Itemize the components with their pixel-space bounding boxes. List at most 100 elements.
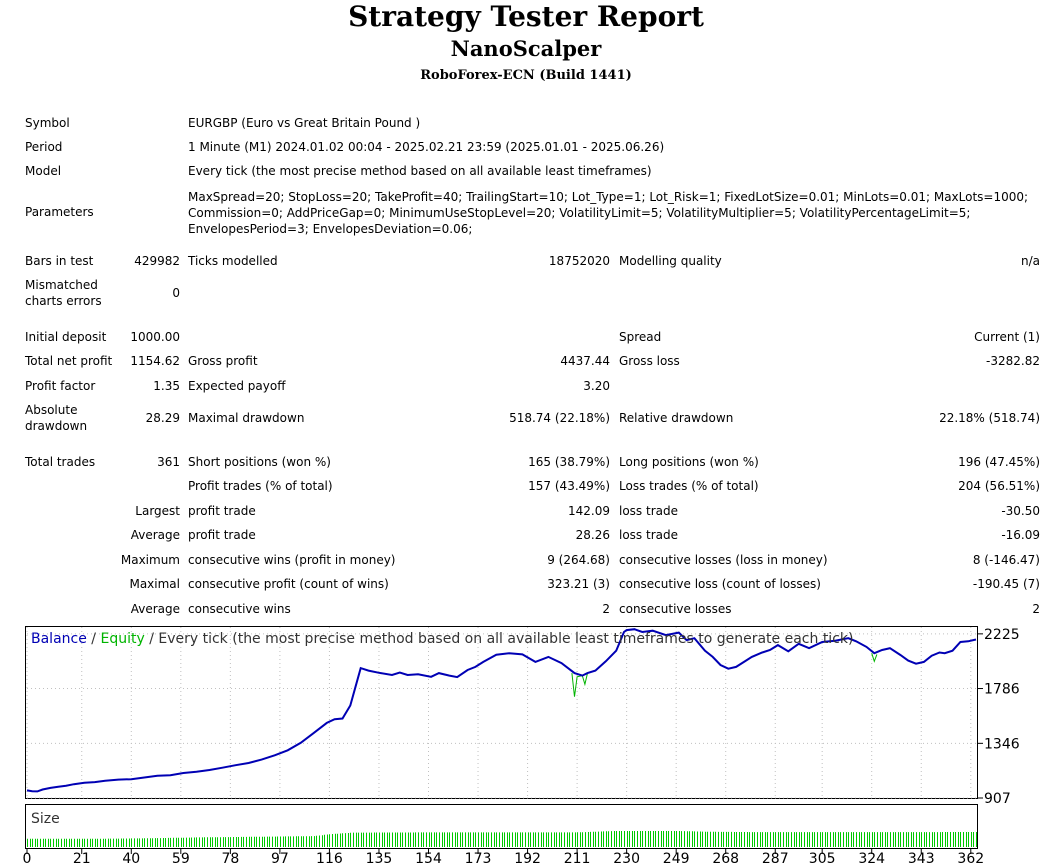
average-loss-trade-label: loss trade	[619, 528, 678, 542]
equity-line	[571, 653, 878, 697]
x-tick-label-2: 40	[122, 851, 140, 863]
largest-loss-trade-label: loss trade	[619, 504, 678, 518]
profit-trades-label: Profit trades (% of total)	[188, 479, 333, 493]
gross-loss-label: Gross loss	[619, 354, 680, 368]
ticks-label: Ticks modelled	[188, 254, 278, 268]
x-axis-ticks: 0 21 40 59 78 97 116 135 154 173 192 211 230 249 268 28…	[23, 849, 984, 863]
expert-name: NanoScalper	[450, 36, 602, 61]
max-consecutive-wins-label: consecutive wins (profit in money)	[188, 553, 396, 567]
legend-description: / Every tick (the most precise method ba…	[145, 631, 854, 647]
bars-label: Bars in test	[25, 254, 94, 268]
x-tick-label-5: 97	[271, 851, 289, 863]
bars-value: 429982	[134, 254, 180, 268]
x-tick-label-14: 268	[712, 851, 739, 863]
long-positions-value: 196 (47.45%)	[958, 455, 1040, 469]
y-tick-label-2: 1346	[984, 736, 1020, 752]
x-tick-label-7: 135	[366, 851, 393, 863]
size-label: Size	[31, 811, 60, 827]
x-tick-label-4: 78	[221, 851, 239, 863]
x-tick-label-3: 59	[172, 851, 190, 863]
x-tick-label-12: 230	[613, 851, 640, 863]
x-tick-label-6: 116	[316, 851, 343, 863]
short-positions-value: 165 (38.79%)	[528, 455, 610, 469]
chart-legend: Balance / Equity / Every tick (the most …	[31, 631, 853, 647]
balance-line	[26, 628, 977, 793]
expected-payoff-label: Expected payoff	[188, 379, 286, 393]
profit-factor-label: Profit factor	[25, 379, 96, 393]
max-consecutive-losses-label: consecutive losses (loss in money)	[619, 553, 828, 567]
x-tick-label-17: 324	[858, 851, 885, 863]
net-profit-value: 1154.62	[130, 354, 180, 368]
average-label: Average	[130, 528, 180, 542]
symbol-label: Symbol	[25, 116, 70, 130]
quality-label: Modelling quality	[619, 254, 722, 268]
x-tick-label-9: 173	[465, 851, 492, 863]
maximum-label: Maximum	[120, 553, 180, 567]
ticks-value: 18752020	[548, 254, 610, 268]
y-tick-label-1: 1786	[984, 682, 1020, 698]
x-tick-label-19: 362	[957, 851, 984, 863]
absolute-drawdown-label: Absolute drawdown	[25, 403, 88, 433]
average-consecutive-wins-label: consecutive wins	[188, 602, 291, 616]
maximal-consecutive-profit-label: consecutive profit (count of wins)	[188, 577, 389, 591]
x-tick-label-15: 287	[762, 851, 789, 863]
spread-label: Spread	[619, 330, 662, 344]
total-trades-label: Total trades	[25, 455, 96, 469]
legend-equity: Equity	[100, 631, 144, 647]
grid	[26, 627, 976, 799]
absolute-drawdown-value: 28.29	[145, 411, 180, 425]
model-value: Every tick (the most precise method base…	[188, 164, 652, 178]
largest-profit-trade-label: profit trade	[188, 504, 256, 518]
size-plot-frame	[25, 804, 978, 849]
average-profit-trade-label: profit trade	[188, 528, 256, 542]
x-tick-label-11: 211	[564, 851, 591, 863]
average-consecutive-losses-value: 2	[1032, 602, 1040, 616]
loss-trades-label: Loss trades (% of total)	[619, 479, 759, 493]
deposit-label: Initial deposit	[25, 330, 107, 344]
total-trades-value: 361	[157, 455, 180, 469]
long-positions-label: Long positions (won %)	[619, 455, 759, 469]
maximal-drawdown-value: 518.74 (22.18%)	[509, 411, 610, 425]
main-plot-frame	[25, 626, 978, 799]
largest-loss-trade-value: -30.50	[1001, 504, 1040, 518]
loss-trades-value: 204 (56.51%)	[958, 479, 1040, 493]
x-tick-label-0: 0	[23, 851, 32, 863]
gross-profit-value: 4437.44	[560, 354, 610, 368]
x-tick-label-1: 21	[73, 851, 91, 863]
expected-payoff-value: 3.20	[583, 379, 610, 393]
x-tick-label-18: 343	[908, 851, 935, 863]
y-tick-label-0: 2225	[984, 627, 1020, 643]
maximal-consecutive-loss-value: -190.45 (7)	[972, 577, 1040, 591]
spread-value: Current (1)	[974, 330, 1040, 344]
period-label: Period	[25, 140, 63, 154]
max-consecutive-losses-value: 8 (-146.47)	[972, 553, 1040, 567]
x-tick-label-8: 154	[415, 851, 442, 863]
profit-trades-value: 157 (43.49%)	[528, 479, 610, 493]
maximal-consecutive-profit-value: 323.21 (3)	[547, 577, 610, 591]
symbol-value: EURGBP (Euro vs Great Britain Pound )	[188, 116, 421, 130]
server-build: RoboForex-ECN (Build 1441)	[420, 68, 632, 83]
model-label: Model	[25, 164, 62, 178]
gross-profit-label: Gross profit	[188, 354, 258, 368]
x-tick-label-16: 305	[809, 851, 836, 863]
gross-loss-value: -3282.82	[986, 354, 1040, 368]
profit-factor-value: 1.35	[153, 379, 180, 393]
size-bars	[27, 831, 977, 847]
relative-drawdown-value: 22.18% (518.74)	[939, 411, 1040, 425]
x-tick-label-13: 249	[663, 851, 690, 863]
y-axis-ticks: 2225 1786 1346 907	[977, 627, 1020, 807]
average-consecutive-losses-label: consecutive losses	[619, 602, 732, 616]
net-profit-label: Total net profit	[25, 354, 113, 368]
average-profit-trade-value: 28.26	[575, 528, 610, 542]
parameters-value: MaxSpread=20; StopLoss=20; TakeProfit=40…	[188, 190, 1029, 236]
legend-separator: /	[87, 631, 101, 647]
short-positions-label: Short positions (won %)	[188, 455, 331, 469]
average-consecutive-label: Average	[130, 602, 180, 616]
max-consecutive-wins-value: 9 (264.68)	[547, 553, 610, 567]
y-tick-label-3: 907	[984, 791, 1011, 807]
parameters-label: Parameters	[25, 205, 94, 219]
largest-label: Largest	[135, 504, 180, 518]
deposit-value: 1000.00	[130, 330, 180, 344]
mismatch-label: Mismatched charts errors	[25, 278, 102, 308]
x-tick-label-10: 192	[514, 851, 541, 863]
